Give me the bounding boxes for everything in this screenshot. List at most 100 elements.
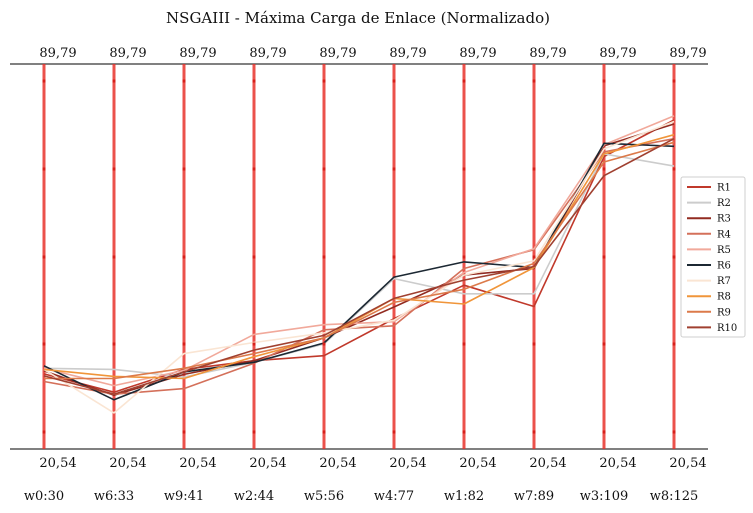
legend-box: [680, 176, 746, 338]
axis-min-label: 20,54: [599, 456, 636, 471]
axis-front-layer: [42, 79, 676, 434]
axis-tick-mark: [182, 255, 186, 259]
axis-tick-mark: [252, 167, 256, 171]
axis-tick-mark: [252, 79, 256, 83]
axis-tick-mark: [462, 255, 466, 259]
axis-min-label: 20,54: [39, 456, 76, 471]
legend-label-r3: R3: [717, 214, 731, 225]
axis-tick-mark: [392, 342, 396, 346]
axis-tick-mark: [42, 342, 46, 346]
axis-tick-mark: [392, 430, 396, 434]
axis-tick-mark: [672, 342, 676, 346]
axis-tick-mark: [602, 430, 606, 434]
series-line-r4: [43, 137, 675, 396]
axis-tick-mark: [602, 255, 606, 259]
axis-min-label: 20,54: [389, 456, 426, 471]
series-line-r5: [43, 115, 675, 387]
axis-tick-mark: [182, 342, 186, 346]
axis-tick-mark: [602, 79, 606, 83]
chart-title: NSGAIII - Máxima Carga de Enlace (Normal…: [166, 9, 550, 27]
axis-tick-mark: [462, 342, 466, 346]
axis-max-label: 89,79: [599, 46, 636, 61]
axis-tick-mark: [322, 255, 326, 259]
legend-label-r9: R9: [717, 307, 731, 318]
axis-tick-mark: [182, 167, 186, 171]
axis-tick-mark: [672, 430, 676, 434]
axis-tick-mark: [42, 255, 46, 259]
axis-min-label: 20,54: [109, 456, 146, 471]
axis-labels-layer: 89,79 20,54 w0:30 89,79 20,54 w6:33 89,79 20,54…: [24, 46, 707, 504]
axis-tick-mark: [112, 255, 116, 259]
series-line-r3: [43, 123, 675, 397]
axis-tick-mark: [112, 342, 116, 346]
axis-max-label: 89,79: [249, 46, 286, 61]
axis-max-label: 89,79: [459, 46, 496, 61]
axis-tick-mark: [252, 430, 256, 434]
axis-tick-mark: [392, 255, 396, 259]
axis-min-label: 20,54: [249, 456, 286, 471]
axis-max-label: 89,79: [109, 46, 146, 61]
axis-name-label: w7:89: [514, 489, 554, 504]
axis-tick-mark: [602, 167, 606, 171]
axis-tick-mark: [112, 79, 116, 83]
axis-tick-mark: [112, 430, 116, 434]
axis-tick-mark: [532, 430, 536, 434]
axis-max-label: 89,79: [529, 46, 566, 61]
axis-name-label: w8:125: [650, 489, 699, 504]
series-line-r8: [43, 133, 675, 380]
axis-name-label: w1:82: [444, 489, 484, 504]
axis-tick-mark: [42, 79, 46, 83]
axis-min-label: 20,54: [179, 456, 216, 471]
axis-tick-mark: [392, 79, 396, 83]
axis-tick-mark: [672, 255, 676, 259]
axis-min-label: 20,54: [529, 456, 566, 471]
axis-tick-mark: [182, 79, 186, 83]
axis-name-label: w9:41: [164, 489, 204, 504]
axis-tick-mark: [392, 167, 396, 171]
axis-tick-mark: [532, 79, 536, 83]
axis-tick-mark: [322, 430, 326, 434]
legend-label-r6: R6: [717, 261, 731, 272]
series-line-r1: [43, 119, 675, 394]
axis-max-label: 89,79: [389, 46, 426, 61]
axis-max-label: 89,79: [669, 46, 706, 61]
axis-tick-mark: [112, 167, 116, 171]
axis-tick-mark: [182, 430, 186, 434]
axis-tick-mark: [672, 167, 676, 171]
axis-name-label: w6:33: [94, 489, 134, 504]
legend-label-r10: R10: [717, 323, 737, 334]
axis-tick-mark: [602, 342, 606, 346]
axis-tick-mark: [532, 255, 536, 259]
legend-label-r4: R4: [717, 229, 731, 240]
axis-tick-mark: [462, 430, 466, 434]
axis-tick-mark: [462, 79, 466, 83]
axis-max-label: 89,79: [179, 46, 216, 61]
axis-min-label: 20,54: [319, 456, 356, 471]
axis-tick-mark: [322, 342, 326, 346]
axis-name-label: w0:30: [24, 489, 64, 504]
legend-label-r7: R7: [717, 276, 731, 287]
axis-tick-mark: [532, 342, 536, 346]
axis-name-label: w3:109: [580, 489, 629, 504]
legend-label-r8: R8: [717, 292, 731, 303]
axis-name-label: w5:56: [304, 489, 344, 504]
axis-max-label: 89,79: [319, 46, 356, 61]
series-line-r9: [44, 141, 675, 380]
axis-name-label: w2:44: [234, 489, 274, 504]
axis-tick-mark: [252, 255, 256, 259]
axis-min-label: 20,54: [669, 456, 706, 471]
axis-tick-mark: [672, 79, 676, 83]
axis-tick-mark: [322, 79, 326, 83]
axis-tick-mark: [42, 430, 46, 434]
axis-tick-mark: [322, 167, 326, 171]
axis-tick-mark: [252, 342, 256, 346]
axis-max-label: 89,79: [39, 46, 76, 61]
legend-label-r1: R1: [717, 183, 731, 194]
series-line-r7: [43, 120, 675, 414]
axis-tick-mark: [42, 167, 46, 171]
series-lines-layer: [43, 115, 675, 414]
legend-label-r2: R2: [717, 198, 731, 209]
legend: R1 R2 R3 R4 R5 R6 R7 R8 R9 R10: [680, 176, 746, 338]
legend-label-r5: R5: [717, 245, 731, 256]
